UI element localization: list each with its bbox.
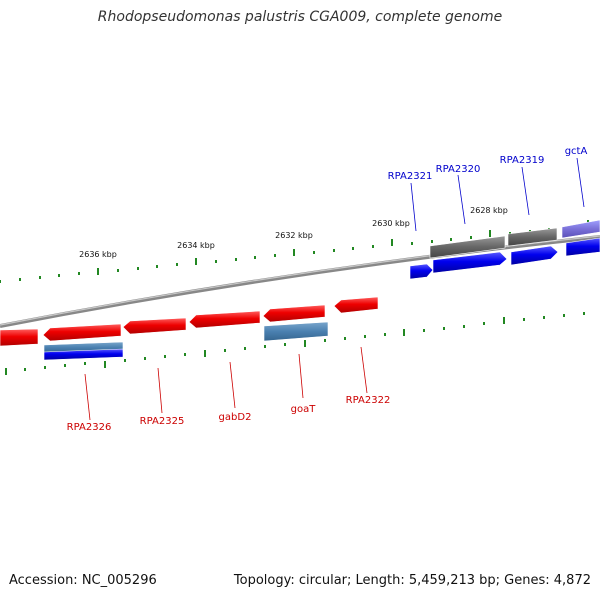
bottom-gene-labels: RPA2326 RPA2325 gabD2 goaT RPA2322 xyxy=(67,346,391,433)
gene-label-RPA2321[interactable]: RPA2321 xyxy=(388,171,433,182)
gene-label-RPA2320[interactable]: RPA2320 xyxy=(436,164,481,175)
gene-arrow-forward[interactable] xyxy=(565,237,600,257)
gene-arrow-reverse[interactable] xyxy=(262,304,326,323)
leader-line xyxy=(298,353,304,399)
scale-label-2632: 2632 kbp xyxy=(275,231,313,240)
gene-arrow-reverse[interactable] xyxy=(42,323,122,342)
gene-arrow-reverse[interactable] xyxy=(122,317,187,335)
scale-label-2634: 2634 kbp xyxy=(177,241,215,250)
genome-backbone xyxy=(0,235,600,328)
leader-line xyxy=(576,157,585,208)
gene-label-RPA2322[interactable]: RPA2322 xyxy=(346,395,391,406)
gene-label-RPA2319[interactable]: RPA2319 xyxy=(500,155,545,166)
gene-label-gabD2[interactable]: gabD2 xyxy=(219,412,252,423)
steel-feature-block[interactable] xyxy=(263,321,329,342)
reverse-strand-genes xyxy=(0,296,379,347)
lower-tick-row xyxy=(5,312,585,375)
blue-feature-band[interactable] xyxy=(43,348,124,361)
leader-line xyxy=(360,346,368,394)
leader-line xyxy=(457,174,466,225)
gene-arrow-forward[interactable] xyxy=(432,251,508,274)
gene-label-RPA2325[interactable]: RPA2325 xyxy=(140,416,185,427)
grey-feature-block[interactable] xyxy=(507,227,558,247)
leader-line xyxy=(84,373,91,421)
scale-label-2628: 2628 kbp xyxy=(470,206,508,215)
leader-line xyxy=(521,166,530,216)
scale-label-2636: 2636 kbp xyxy=(79,250,117,259)
gene-arrow-reverse[interactable] xyxy=(188,310,261,329)
forward-strand-genes xyxy=(409,237,600,280)
grey-feature-block[interactable] xyxy=(429,235,506,259)
topology-text: Topology: circular; Length: 5,459,213 bp… xyxy=(233,573,591,588)
leader-line xyxy=(410,182,417,232)
map-title: Rhodopseudomonas palustris CGA009, compl… xyxy=(97,9,503,25)
gene-arrow-forward[interactable] xyxy=(409,263,434,280)
accession-text: Accession: NC_005296 xyxy=(9,573,157,588)
gene-label-gctA[interactable]: gctA xyxy=(565,146,588,157)
upper-tick-row xyxy=(0,220,589,283)
gene-arrow-reverse[interactable] xyxy=(333,296,379,314)
scale-label-2630: 2630 kbp xyxy=(372,219,410,228)
gene-arrow-forward[interactable] xyxy=(510,245,559,266)
leader-line xyxy=(229,361,236,409)
gene-arrow-reverse[interactable] xyxy=(0,328,39,347)
gene-label-goaT[interactable]: goaT xyxy=(291,404,317,415)
leader-line xyxy=(157,367,163,414)
gene-label-RPA2326[interactable]: RPA2326 xyxy=(67,422,112,433)
lavender-feature-block[interactable] xyxy=(561,219,600,239)
top-gene-labels: RPA2321 RPA2320 RPA2319 gctA xyxy=(388,146,588,232)
